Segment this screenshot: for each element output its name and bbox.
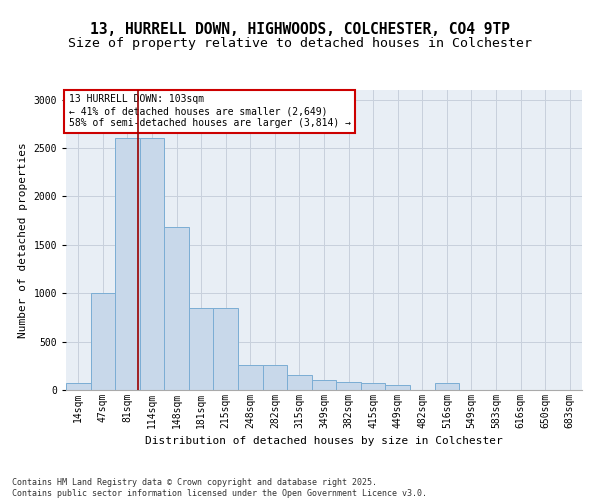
- Bar: [91, 293, 115, 390]
- Y-axis label: Number of detached properties: Number of detached properties: [18, 142, 28, 338]
- Bar: [214, 308, 238, 390]
- Bar: [238, 365, 263, 390]
- Text: Contains HM Land Registry data © Crown copyright and database right 2025.
Contai: Contains HM Land Registry data © Crown c…: [12, 478, 427, 498]
- Bar: [115, 138, 140, 390]
- Bar: [189, 308, 214, 390]
- Bar: [164, 228, 189, 390]
- Bar: [287, 376, 312, 390]
- Bar: [361, 382, 385, 390]
- X-axis label: Distribution of detached houses by size in Colchester: Distribution of detached houses by size …: [145, 436, 503, 446]
- Bar: [312, 380, 336, 390]
- Bar: [66, 382, 91, 390]
- Bar: [434, 383, 459, 390]
- Bar: [140, 138, 164, 390]
- Bar: [336, 382, 361, 390]
- Text: 13 HURRELL DOWN: 103sqm
← 41% of detached houses are smaller (2,649)
58% of semi: 13 HURRELL DOWN: 103sqm ← 41% of detache…: [68, 94, 350, 128]
- Bar: [385, 384, 410, 390]
- Bar: [263, 365, 287, 390]
- Text: Size of property relative to detached houses in Colchester: Size of property relative to detached ho…: [68, 38, 532, 51]
- Text: 13, HURRELL DOWN, HIGHWOODS, COLCHESTER, CO4 9TP: 13, HURRELL DOWN, HIGHWOODS, COLCHESTER,…: [90, 22, 510, 38]
